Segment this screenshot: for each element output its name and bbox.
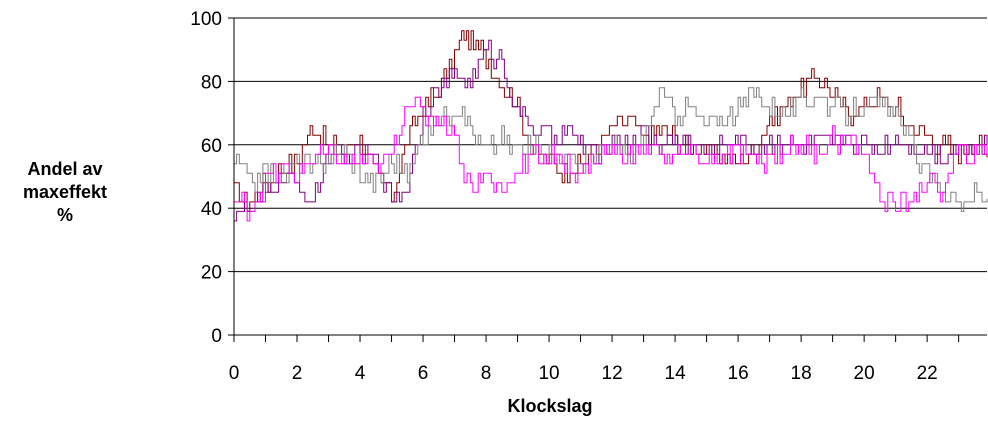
y-tick-label: 20	[201, 263, 222, 284]
y-tick-label: 40	[201, 199, 222, 220]
x-tick-label: 12	[602, 363, 623, 384]
x-tick-label: 4	[355, 363, 366, 384]
x-tick-label: 2	[292, 363, 303, 384]
x-tick-label: 6	[418, 363, 429, 384]
series-line-3	[234, 87, 988, 212]
x-tick-label: 10	[538, 363, 559, 384]
x-tick-label: 14	[665, 363, 687, 384]
x-tick-label: 16	[728, 363, 749, 384]
x-axis-label: Klockslag	[507, 396, 593, 416]
y-axis-label: Andel av maxeffekt %	[10, 158, 120, 227]
y-tick-label: 0	[211, 326, 222, 347]
x-tick-label: 18	[791, 363, 812, 384]
x-tick-labels: 0 2 4 6 8 10 12 14 16 18 20 22	[229, 363, 938, 384]
plot-series	[234, 30, 988, 222]
series-line-1	[234, 30, 988, 212]
series-line-2	[234, 39, 988, 222]
y-tick-label: 80	[201, 72, 222, 93]
y-tick-labels: 0 20 40 60 80 100	[190, 9, 222, 347]
series-line-4	[234, 96, 988, 222]
y-axis-label-line-3: %	[56, 205, 73, 225]
x-tick-label: 20	[854, 363, 875, 384]
x-tick-label: 22	[917, 363, 938, 384]
y-tick-label: 100	[190, 9, 222, 30]
y-axis-label-line-2: maxeffekt	[22, 182, 108, 202]
x-tick-label: 0	[229, 363, 240, 384]
y-axis-label-line-1: Andel av	[27, 159, 103, 179]
x-tick-label: 8	[481, 363, 492, 384]
axes	[228, 17, 987, 342]
y-tick-label: 60	[201, 136, 222, 157]
